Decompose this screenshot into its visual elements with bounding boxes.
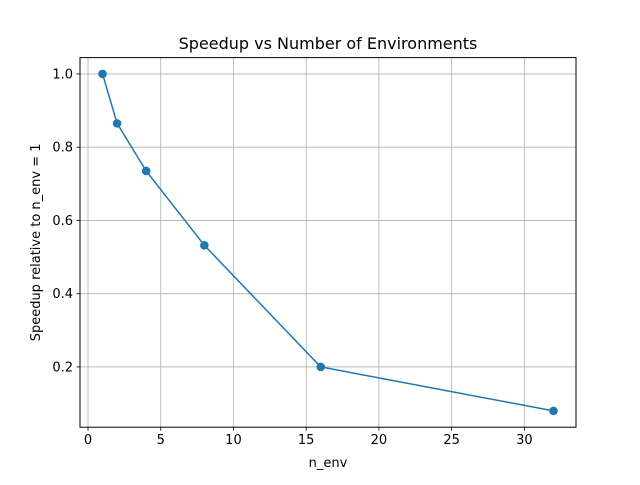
y-tick-label: 1.0 bbox=[52, 67, 73, 82]
x-tick-label: 20 bbox=[371, 433, 388, 448]
grid bbox=[80, 57, 576, 428]
x-tick-label: 25 bbox=[443, 433, 460, 448]
x-axis-label: n_env bbox=[309, 456, 348, 471]
axes-frame bbox=[79, 57, 577, 428]
series bbox=[98, 69, 558, 416]
x-tick-label: 10 bbox=[225, 433, 242, 448]
series-line bbox=[101, 73, 554, 412]
data-point bbox=[112, 119, 122, 128]
data-point bbox=[316, 362, 326, 372]
x-tick-label: 15 bbox=[298, 433, 315, 448]
y-tick-label: 0.2 bbox=[52, 360, 73, 375]
data-point bbox=[549, 406, 558, 416]
ticks: 0 5 10 15 20 25 30 0.2 0.4 0.6 0.8 1.0 bbox=[52, 67, 532, 448]
x-tick-label: 5 bbox=[157, 433, 165, 448]
data-point bbox=[141, 166, 151, 176]
y-tick-label: 0.4 bbox=[52, 287, 73, 302]
chart-title: Speedup vs Number of Environments bbox=[179, 34, 478, 53]
data-point bbox=[98, 69, 107, 79]
x-tick-label: 30 bbox=[516, 433, 533, 448]
y-tick-label: 0.6 bbox=[52, 214, 73, 229]
data-point bbox=[200, 241, 209, 250]
y-axis-label: Speedup relative to n_env = 1 bbox=[29, 143, 44, 341]
x-tick-label: 0 bbox=[84, 433, 92, 448]
y-tick-label: 0.8 bbox=[52, 141, 73, 156]
